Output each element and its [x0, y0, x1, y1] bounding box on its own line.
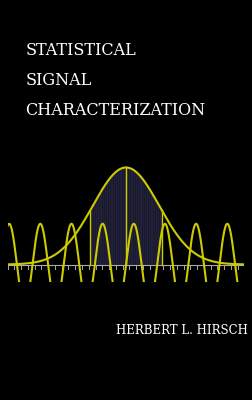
Text: HERBERT L. HIRSCH: HERBERT L. HIRSCH	[115, 324, 247, 336]
Text: STATISTICAL: STATISTICAL	[25, 42, 136, 59]
Text: SIGNAL: SIGNAL	[25, 72, 91, 89]
Text: CHARACTERIZATION: CHARACTERIZATION	[25, 102, 205, 119]
